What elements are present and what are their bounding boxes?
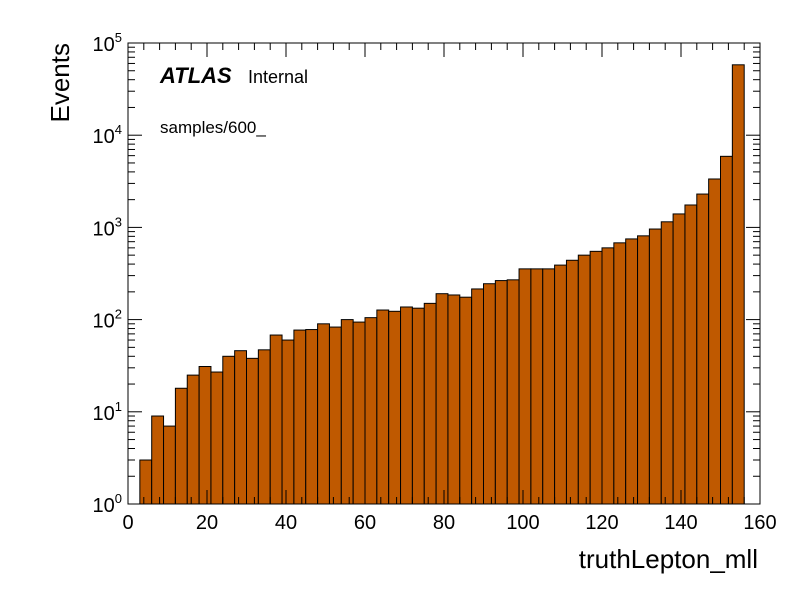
histogram-bar xyxy=(151,415,165,505)
histogram-bar xyxy=(720,155,733,505)
histogram-bar xyxy=(364,317,378,505)
x-tick-label: 160 xyxy=(743,512,776,534)
y-tick-label: 103 xyxy=(93,214,122,240)
histogram-bar xyxy=(400,306,413,505)
x-axis-title: truthLepton_mll xyxy=(579,544,758,574)
x-tick-label: 40 xyxy=(275,512,297,534)
y-tick-label: 105 xyxy=(93,30,122,56)
histogram-bar xyxy=(423,302,437,505)
histogram-bar xyxy=(246,357,259,505)
histogram-bar xyxy=(186,374,200,505)
histogram-bar xyxy=(435,293,449,505)
histogram-bar xyxy=(637,235,650,505)
x-tick-label: 140 xyxy=(664,512,697,534)
histogram-bar xyxy=(506,279,520,505)
tick-labels-layer: 0 20 40 60 80 100 120 140 160 100 101 102 103 104 105 xyxy=(93,30,777,534)
histogram-bar xyxy=(625,238,639,505)
x-tick-label: 80 xyxy=(433,512,455,534)
histogram-bar xyxy=(388,310,402,505)
histogram-bar xyxy=(139,459,153,505)
histogram-bar xyxy=(305,329,319,505)
y-axis-title: Events xyxy=(45,43,75,123)
histogram-bar xyxy=(672,213,686,505)
histogram-bar xyxy=(293,329,307,505)
histogram-bar xyxy=(198,366,212,505)
histogram-bar xyxy=(174,387,188,505)
histogram-bar xyxy=(684,204,698,505)
y-tick-label: 100 xyxy=(93,491,122,517)
histogram-bar xyxy=(613,242,627,505)
histogram-bar xyxy=(163,425,176,505)
histogram-bar xyxy=(518,268,532,505)
histogram-bar xyxy=(376,309,390,505)
histogram-bar xyxy=(589,250,603,505)
histogram-bar xyxy=(554,264,567,505)
histogram-bar xyxy=(257,349,271,505)
histogram-bar xyxy=(269,334,283,505)
histogram-bar xyxy=(577,254,591,505)
histogram-bar xyxy=(483,283,496,505)
histogram-bar xyxy=(447,294,461,505)
x-tick-label: 20 xyxy=(196,512,218,534)
histogram-bar xyxy=(471,288,484,505)
histogram-bar xyxy=(459,296,473,505)
histogram-bar xyxy=(542,268,556,505)
x-tick-label: 100 xyxy=(506,512,539,534)
y-tick-label: 104 xyxy=(93,122,122,148)
histogram-bar xyxy=(234,350,247,505)
histogram-bar xyxy=(222,355,236,505)
atlas-label: ATLAS xyxy=(159,63,232,88)
bars-layer xyxy=(139,64,745,505)
histogram-bar xyxy=(494,280,508,505)
y-tick-label: 102 xyxy=(93,307,122,333)
histogram-bar xyxy=(708,178,722,505)
histogram-bar xyxy=(530,268,544,505)
histogram-bar xyxy=(648,228,662,505)
histogram-bar xyxy=(317,323,330,505)
ticks-layer xyxy=(127,42,761,505)
histogram-bar xyxy=(340,319,354,505)
histogram-bar xyxy=(210,371,224,505)
x-tick-label: 0 xyxy=(122,512,133,534)
x-tick-label: 60 xyxy=(354,512,376,534)
histogram-bar xyxy=(352,321,366,505)
y-tick-label: 101 xyxy=(93,399,122,425)
x-tick-label: 120 xyxy=(585,512,618,534)
histogram-bar xyxy=(696,193,710,505)
sample-label: samples/600_ xyxy=(160,118,266,137)
internal-label: Internal xyxy=(248,67,308,87)
histogram-bar xyxy=(660,221,674,505)
histogram-bar xyxy=(731,64,745,505)
histogram-bar xyxy=(328,326,342,505)
histogram-bar xyxy=(411,307,425,505)
histogram-bar xyxy=(281,339,295,505)
histogram-bar xyxy=(565,259,579,505)
histogram-bar xyxy=(601,247,615,505)
